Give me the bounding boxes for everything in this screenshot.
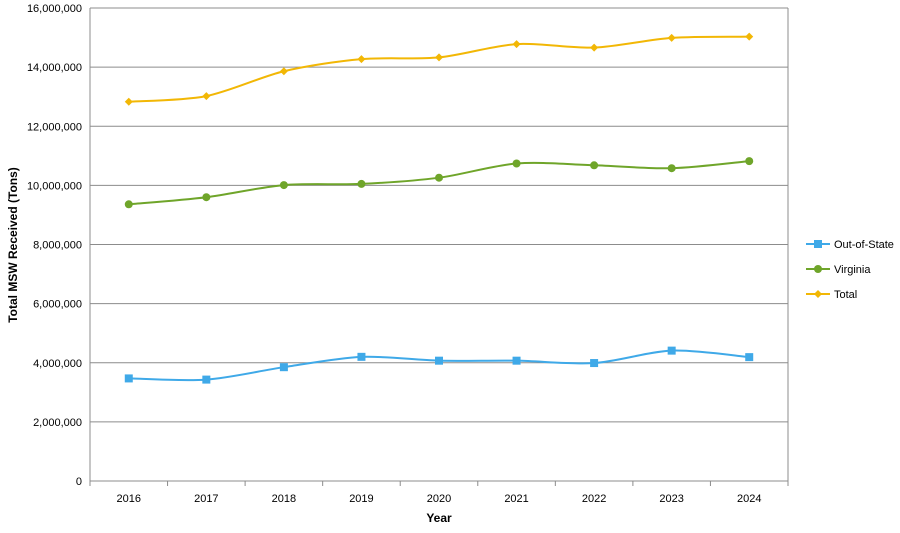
x-tick-label: 2019 xyxy=(349,493,373,505)
data-point-marker xyxy=(279,363,288,372)
legend-label: Virginia xyxy=(834,264,871,276)
y-tick-label: 14,000,000 xyxy=(27,62,82,74)
data-point-marker xyxy=(279,67,288,76)
x-tick-label: 2017 xyxy=(194,493,218,505)
y-tick-label: 6,000,000 xyxy=(33,299,82,311)
legend: Out-of-State Virginia Total xyxy=(806,239,894,301)
x-tick-label: 2022 xyxy=(582,493,606,505)
data-point-marker xyxy=(590,161,599,170)
y-tick-label: 8,000,000 xyxy=(33,240,82,252)
data-point-marker xyxy=(435,356,443,365)
x-tick-label: 2016 xyxy=(117,493,141,505)
series-line xyxy=(128,35,750,103)
x-tick-label: 2020 xyxy=(427,493,451,505)
legend-swatch-marker xyxy=(814,240,822,248)
data-point-marker xyxy=(279,181,288,190)
series-line xyxy=(128,160,750,206)
legend-label: Total xyxy=(834,289,857,301)
y-axis-title: Total MSW Received (Tons) xyxy=(6,167,20,323)
data-point-marker xyxy=(435,173,443,182)
y-tick-labels: 0 2,000,000 4,000,000 6,000,000 8,000,000 10,… xyxy=(27,3,82,488)
data-point-marker xyxy=(202,375,211,384)
x-tick-label: 2024 xyxy=(737,493,761,505)
x-tick-label: 2021 xyxy=(504,493,528,505)
data-point-marker xyxy=(512,40,521,49)
data-point-marker xyxy=(667,33,676,42)
legend-swatch-marker xyxy=(814,290,822,298)
x-tick-label: 2018 xyxy=(272,493,296,505)
data-point-marker xyxy=(590,359,599,368)
data-point-marker xyxy=(667,346,676,355)
legend-item: Out-of-State xyxy=(806,239,894,251)
y-tick-label: 4,000,000 xyxy=(33,358,82,370)
legend-item: Total xyxy=(806,289,857,301)
data-point-marker xyxy=(124,200,133,209)
axes xyxy=(89,8,789,486)
data-point-marker xyxy=(124,374,133,383)
data-point-marker xyxy=(590,43,599,52)
x-tick-label: 2023 xyxy=(659,493,683,505)
series-total xyxy=(124,32,754,106)
data-point-marker xyxy=(512,159,521,168)
legend-swatch-marker xyxy=(814,265,822,273)
legend-item: Virginia xyxy=(806,264,871,276)
y-tick-label: 10,000,000 xyxy=(27,180,82,192)
data-point-marker xyxy=(512,356,521,365)
gridlines xyxy=(90,7,788,482)
data-point-marker xyxy=(435,53,443,62)
data-point-marker xyxy=(745,353,754,362)
y-tick-label: 16,000,000 xyxy=(27,3,82,15)
series-out-of-state xyxy=(124,346,754,384)
legend-label: Out-of-State xyxy=(834,239,894,251)
x-axis-title: Year xyxy=(426,511,452,525)
data-point-marker xyxy=(357,179,366,188)
data-point-marker xyxy=(745,157,754,166)
y-tick-label: 2,000,000 xyxy=(33,417,82,429)
series-virginia xyxy=(124,157,754,209)
y-tick-label: 0 xyxy=(76,476,82,488)
series-line xyxy=(128,349,750,382)
series-lines xyxy=(124,32,754,384)
data-point-marker xyxy=(667,164,676,173)
y-tick-label: 12,000,000 xyxy=(27,121,82,133)
data-point-marker xyxy=(357,352,366,361)
data-point-marker xyxy=(202,193,211,202)
data-point-marker xyxy=(745,32,754,41)
data-point-marker xyxy=(124,97,133,106)
x-tick-labels: 2016 2017 2018 2019 2020 2021 2022 2023 2024 xyxy=(117,493,762,505)
data-point-marker xyxy=(357,55,366,64)
data-point-marker xyxy=(202,92,211,101)
